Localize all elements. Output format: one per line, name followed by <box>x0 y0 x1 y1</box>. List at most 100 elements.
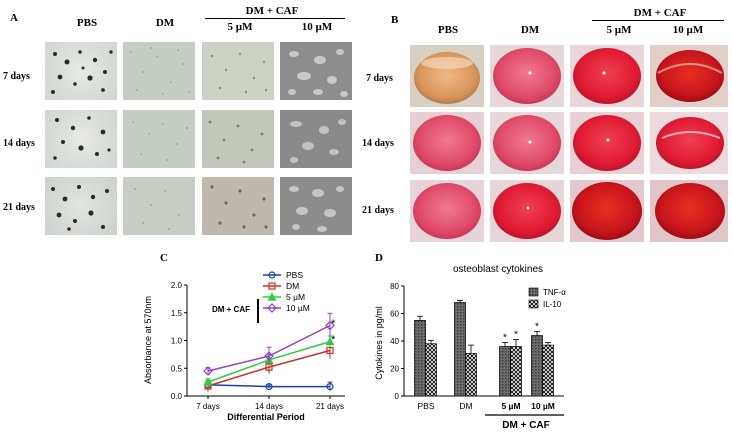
d-significance-star: * <box>503 332 507 343</box>
chart-absorbance: 0.0 0.5 1.0 1.5 2.0 7 days 14 days 21 days Abs… <box>143 270 345 422</box>
panel-a-label: A <box>10 12 18 24</box>
micrograph-pbs-7days <box>45 42 117 100</box>
d-legend-label-il10: IL-10 <box>543 300 562 309</box>
d-significance-star: * <box>514 330 518 341</box>
panel-b-group-label: DM + CAF <box>633 7 687 19</box>
d-legend: TNF-α IL-10 <box>528 287 566 309</box>
c-y-tick-label: 0.5 <box>171 364 183 373</box>
panel-b-group-line <box>592 20 724 21</box>
well-caf10-21days <box>650 180 728 242</box>
well-pbs-21days <box>410 180 484 242</box>
c-legend-label: 5 µM <box>286 292 305 302</box>
panel-a-row-21days: 21 days <box>3 202 35 213</box>
d-x-tick-label: 10 µM <box>531 401 555 411</box>
d-y-tick-label: 60 <box>390 310 399 319</box>
c-y-tick-label: 0.0 <box>171 392 183 401</box>
d-group-label: DM + CAF <box>502 420 550 431</box>
c-series-0 <box>204 379 334 392</box>
c-y-tick-label: 1.0 <box>171 337 183 346</box>
d-y-tick-label: 20 <box>390 365 399 374</box>
micrograph-dm-7days <box>123 42 195 100</box>
micrograph-caf10-14days <box>280 110 352 168</box>
well-caf10-7days <box>650 45 728 107</box>
c-x-tick-label: 7 days <box>196 402 220 411</box>
c-point <box>267 292 277 301</box>
panel-b-col-5um: 5 µM <box>606 24 632 36</box>
well-dm-21days <box>490 180 564 242</box>
micrograph-caf10-7days <box>280 42 352 100</box>
micrograph-caf10-21days <box>280 177 352 235</box>
c-point <box>326 382 334 391</box>
c-point <box>203 377 213 386</box>
c-point <box>326 346 334 355</box>
panel-a-row-7days: 7 days <box>3 71 30 82</box>
micrograph-caf5-21days <box>202 177 274 235</box>
d-bar <box>425 343 437 397</box>
d-bar <box>510 346 522 397</box>
c-group-label: DM + CAF <box>212 305 250 314</box>
d-bar <box>531 335 543 397</box>
c-point <box>265 382 273 391</box>
well-caf5-21days <box>570 180 644 242</box>
c-x-tick-label: 14 days <box>255 402 283 411</box>
panel-d-label: D <box>375 252 383 264</box>
micrograph-dm-14days <box>123 110 195 168</box>
d-bar <box>542 344 554 397</box>
d-legend-swatch-tnf <box>528 287 539 297</box>
d-legend-swatch-il10 <box>528 299 539 309</box>
panel-b-col-pbs: PBS <box>437 24 459 36</box>
c-point <box>268 271 276 279</box>
panel-a-col-dm: DM <box>155 17 175 29</box>
micrograph-caf5-14days <box>202 110 274 168</box>
d-legend-label-tnf: TNF-α <box>543 288 566 297</box>
c-legend-label: DM <box>286 281 299 291</box>
d-significance-star: * <box>535 321 539 332</box>
well-caf5-7days <box>570 45 644 107</box>
panel-a-col-10um: 10 µM <box>301 21 333 33</box>
d-x-tick-label: DM <box>459 401 472 411</box>
c-point <box>203 366 213 376</box>
c-legend-label: PBS <box>286 270 303 280</box>
panel-a-row-14days: 14 days <box>3 138 35 149</box>
c-point <box>264 351 274 361</box>
c-x-axis-label: Differential Period <box>227 412 305 422</box>
c-y-tick-label: 2.0 <box>171 281 183 290</box>
d-bar <box>499 346 511 397</box>
c-y-tick-label: 1.5 <box>171 309 183 318</box>
c-point <box>267 303 277 313</box>
micrograph-dm-21days <box>123 177 195 235</box>
d-x-tick-label: 5 µM <box>501 401 520 411</box>
panel-b-col-10um: 10 µM <box>672 24 704 36</box>
c-point <box>325 336 335 346</box>
d-bar <box>465 353 477 397</box>
micrograph-pbs-14days <box>45 110 117 168</box>
panel-b-row-7days: 7 days <box>366 73 393 84</box>
panel-b-label: B <box>391 14 399 26</box>
well-pbs-14days <box>410 112 484 174</box>
panel-b-row-14days: 14 days <box>362 138 394 149</box>
d-title: osteoblast cytokines <box>453 264 543 275</box>
well-caf5-14days <box>570 112 644 174</box>
c-point <box>268 282 276 290</box>
chart-cytokines: osteoblast cytokines 0 20 40 60 80 PBS DM 5 µM… <box>374 264 566 431</box>
panel-a-col-pbs: PBS <box>76 17 98 29</box>
c-sig-5um: * <box>331 334 336 346</box>
d-y-tick-label: 40 <box>390 337 399 346</box>
panel-a-col-5um: 5 µM <box>227 21 253 33</box>
c-sig-10um: * <box>331 318 336 330</box>
well-caf10-14days <box>650 112 728 174</box>
d-y-tick-label: 80 <box>390 282 399 291</box>
d-bar <box>414 320 426 397</box>
micrograph-pbs-21days <box>45 177 117 235</box>
c-y-axis-label: Absorbance at 570nm <box>143 296 153 384</box>
c-legend-label: 10 µM <box>286 303 310 313</box>
micrograph-caf5-7days <box>202 42 274 100</box>
d-y-tick-label: 0 <box>395 392 400 401</box>
d-x-tick-label: PBS <box>417 401 434 411</box>
panel-b-row-21days: 21 days <box>362 205 394 216</box>
panel-c-label: C <box>160 252 168 264</box>
d-y-axis-label: Cytokines in pg/ml <box>374 306 384 380</box>
panel-a-group-label: DM + CAF <box>245 5 299 17</box>
panel-a-group-line <box>205 18 345 19</box>
